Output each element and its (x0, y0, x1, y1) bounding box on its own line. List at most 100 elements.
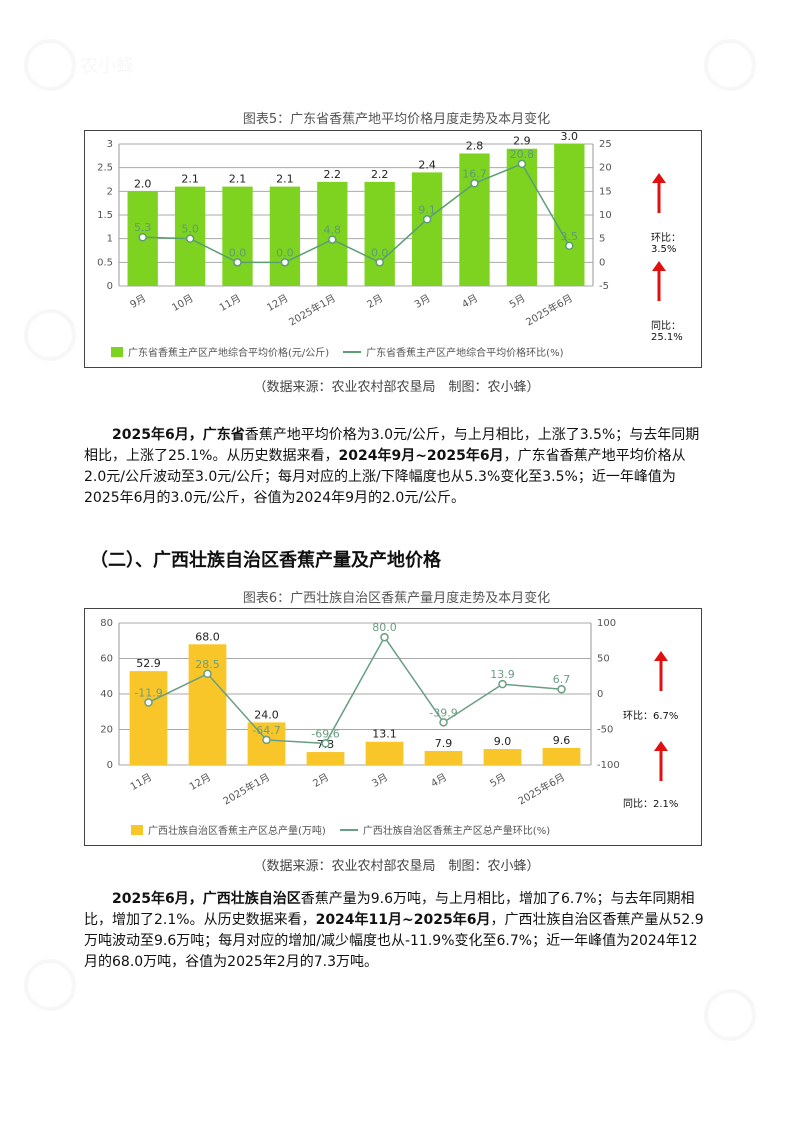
left-tick-label: 0 (107, 281, 113, 292)
line-value-label: 20.8 (510, 148, 535, 161)
right-tick-label: -100 (597, 760, 620, 771)
category-label: 5月 (507, 292, 527, 311)
left-tick-label: 0 (107, 760, 113, 771)
bar-value-label: 2.2 (324, 168, 342, 181)
watermark (680, 980, 790, 1054)
right-tick-label: 50 (597, 654, 610, 665)
category-label: 2025年6月 (516, 770, 567, 807)
line-value-label: -11.9 (134, 686, 162, 699)
chart1-caption: 图表5：广东省香蕉产地平均价格月度走势及本月变化 (242, 112, 551, 127)
bar-value-label: 9.0 (494, 735, 512, 748)
bar (317, 181, 348, 286)
line-value-label: 13.9 (490, 668, 515, 681)
category-label: 2月 (311, 771, 331, 790)
chart2-mom: 环比：6.7% (623, 711, 679, 722)
bee-logo-icon (704, 39, 756, 91)
line-value-label: 3.5 (561, 230, 579, 243)
line-point (138, 232, 147, 242)
bar-value-label: 9.6 (553, 734, 571, 747)
chart2-yoy: 同比：2.1% (623, 799, 679, 810)
line-point (203, 669, 212, 679)
category-label: 3月 (412, 292, 432, 311)
bar (554, 144, 585, 286)
right-tick-label: 15 (599, 186, 612, 197)
bar-value-label: 7.9 (435, 737, 453, 750)
chart2-box: 0 20 40 60 80 -100 -50 0 50 100 52.9 11月 68.0 12月 24.0… (84, 608, 702, 846)
chart1-legend: 广东省香蕉主产区产地综合平均价格(元/公斤) 广东省香蕉主产区产地综合平均价格环… (111, 344, 563, 359)
category-label: 2025年1月 (221, 770, 272, 807)
left-tick-label: 80 (100, 618, 113, 629)
line-point (439, 718, 448, 727)
bar (506, 148, 538, 286)
left-tick-label: 60 (100, 654, 113, 665)
line-value-label: -64.7 (252, 724, 280, 737)
line-value-label: 4.8 (324, 224, 342, 237)
bar (483, 749, 522, 765)
bar (306, 752, 345, 765)
line-value-label: 5.3 (134, 221, 152, 234)
line-value-label: 9.1 (418, 203, 436, 216)
left-tick-label: 0.5 (97, 257, 113, 268)
line-point (517, 159, 527, 169)
bar (365, 741, 404, 765)
left-tick-label: 1 (107, 234, 113, 245)
category-label: 12月 (265, 292, 291, 314)
line-point (321, 739, 330, 748)
category-label: 11月 (128, 771, 154, 793)
bar-value-label: 2.8 (466, 139, 484, 152)
bar-value-label: 2.2 (371, 168, 389, 181)
chart2-plot: 0 20 40 60 80 -100 -50 0 50 100 52.9 11月 68.0 12月 24.0… (100, 618, 620, 808)
bee-logo-icon: 农小蜂 (24, 39, 134, 91)
right-tick-label: 20 (599, 163, 612, 174)
right-tick-label: 25 (599, 139, 612, 150)
right-tick-label: -50 (597, 725, 613, 736)
left-tick-label: 40 (100, 689, 113, 700)
watermark: 农小蜂 (20, 30, 140, 104)
right-tick-label: 10 (599, 210, 612, 221)
line-point (498, 679, 507, 689)
line-series (142, 162, 570, 264)
bar-value-label: 2.1 (229, 173, 247, 186)
legend-bar-swatch (111, 346, 123, 357)
line-point (328, 235, 337, 244)
line-value-label: -39.9 (429, 706, 457, 719)
right-tick-label: 0 (597, 689, 603, 700)
chart1-mom: 环比：3.5% (651, 233, 681, 255)
line-value-label: 0.0 (276, 246, 294, 259)
left-tick-label: 3 (107, 139, 113, 150)
chart1-source: （数据来源：农业农村部农垦局 制图：农小蜂） (253, 380, 540, 395)
line-value-label: 28.5 (195, 658, 220, 671)
paragraph-guangxi: 2025年6月，广西壮族自治区香蕉产量为9.6万吨，与上月相比，增加了6.7%；… (84, 891, 704, 970)
category-label: 2025年6月 (523, 291, 574, 328)
category-label: 9月 (128, 292, 148, 311)
left-tick-label: 1.5 (97, 210, 113, 221)
bar-value-label: 2.4 (418, 158, 436, 171)
paragraph-guangdong: 2025年6月，广东省香蕉产地平均价格为3.0元/公斤，与上月相比，上涨了3.5… (84, 427, 700, 506)
right-tick-label: 100 (597, 618, 616, 629)
line-series (148, 635, 562, 745)
legend-bar-label: 广西壮族自治区香蕉主产区总产量(万吨) (148, 826, 326, 837)
bar (188, 644, 227, 765)
line-value-label: 5.0 (181, 223, 199, 236)
legend-line-swatch (343, 350, 362, 353)
right-tick-label: 5 (599, 234, 605, 245)
section-title: （二）、广西壮族自治区香蕉产量及产地价格 (90, 550, 441, 571)
line-point (144, 698, 153, 707)
legend-line-label: 广东省香蕉主产区产地综合平均价格环比(%) (366, 348, 564, 359)
line-point (233, 258, 242, 267)
watermark (680, 30, 790, 104)
line-value-label: 80.0 (372, 621, 397, 634)
line-point (185, 234, 195, 243)
bar-value-label: 2.0 (134, 177, 152, 190)
category-label: 12月 (187, 771, 213, 793)
legend-line-swatch (339, 828, 358, 831)
bar-value-label: 2.1 (181, 173, 199, 186)
line-point (280, 258, 290, 267)
chart2-caption: 图表6：广西壮族自治区香蕉产量月度走势及本月变化 (242, 591, 551, 606)
line-value-label: 6.7 (553, 673, 571, 686)
arrow-up-icon (652, 173, 666, 213)
arrow-up-icon (654, 651, 668, 691)
category-label: 3月 (370, 771, 390, 790)
svg-text:农小蜂: 农小蜂 (80, 56, 134, 77)
bar (542, 747, 581, 765)
